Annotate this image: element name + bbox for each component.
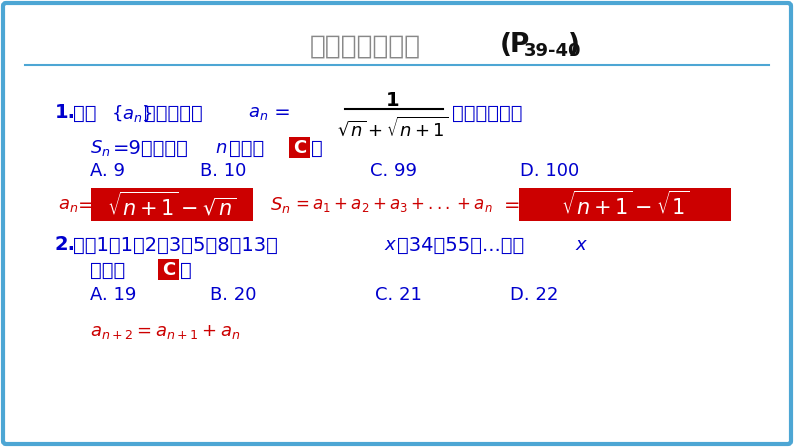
Text: =: = [504,195,521,215]
Text: C: C [162,261,175,279]
Text: $S_n$: $S_n$ [270,195,291,215]
Text: $x$: $x$ [575,236,588,254]
Text: 的通项公式: 的通项公式 [144,104,202,122]
Text: D. 100: D. 100 [520,162,580,180]
Text: ，已知前项和: ，已知前项和 [452,104,522,122]
Text: $\sqrt{n+1}-\sqrt{n}$: $\sqrt{n+1}-\sqrt{n}$ [107,191,237,219]
Text: 一、巩固与预习: 一、巩固与预习 [310,34,421,60]
FancyBboxPatch shape [519,188,731,221]
Text: A. 9: A. 9 [90,162,125,180]
FancyBboxPatch shape [158,259,179,280]
FancyBboxPatch shape [91,188,253,221]
Text: B. 20: B. 20 [210,286,256,304]
Text: $a_n$: $a_n$ [58,196,78,214]
Text: $\sqrt{n+1}-\sqrt{1}$: $\sqrt{n+1}-\sqrt{1}$ [561,191,689,219]
Text: $n$: $n$ [215,139,227,157]
Text: 2.: 2. [55,236,76,254]
Text: $a_{n+2}=a_{n+1}+a_n$: $a_{n+2}=a_{n+1}+a_n$ [90,323,241,341]
FancyBboxPatch shape [289,137,310,158]
Text: B. 10: B. 10 [200,162,246,180]
Text: $S_n$: $S_n$ [90,138,110,158]
FancyBboxPatch shape [3,3,791,444]
Text: $\{a_n\}$: $\{a_n\}$ [111,102,153,123]
Text: ）: ） [180,261,191,279]
Text: 等于（: 等于（ [229,139,264,157]
Text: C. 21: C. 21 [375,286,422,304]
Text: $\sqrt{n}+\sqrt{n+1}$: $\sqrt{n}+\sqrt{n+1}$ [337,116,449,139]
Text: 数列: 数列 [73,104,97,122]
Text: 1: 1 [386,92,400,110]
Text: C: C [293,139,306,157]
Text: C. 99: C. 99 [370,162,417,180]
Text: ): ) [568,32,580,58]
Text: ，34，55，...中的: ，34，55，...中的 [397,236,524,254]
Text: $a_n$: $a_n$ [248,104,268,122]
Text: 39-40: 39-40 [524,42,581,60]
Text: =: = [78,195,94,215]
Text: 数列1，1，2，3，5，8，13，: 数列1，1，2，3，5，8，13， [73,236,278,254]
Text: =: = [268,104,291,122]
Text: $x$: $x$ [384,236,397,254]
Text: 1.: 1. [55,104,76,122]
Text: A. 19: A. 19 [90,286,137,304]
Text: 等于（: 等于（ [90,261,125,279]
Text: ）: ） [311,139,322,157]
Text: P: P [510,32,530,58]
Text: =9，则项数: =9，则项数 [113,139,189,157]
Text: D. 22: D. 22 [510,286,558,304]
Text: $=a_1+a_2+a_3+...+a_n$: $=a_1+a_2+a_3+...+a_n$ [292,196,492,214]
Text: (: ( [500,32,512,58]
